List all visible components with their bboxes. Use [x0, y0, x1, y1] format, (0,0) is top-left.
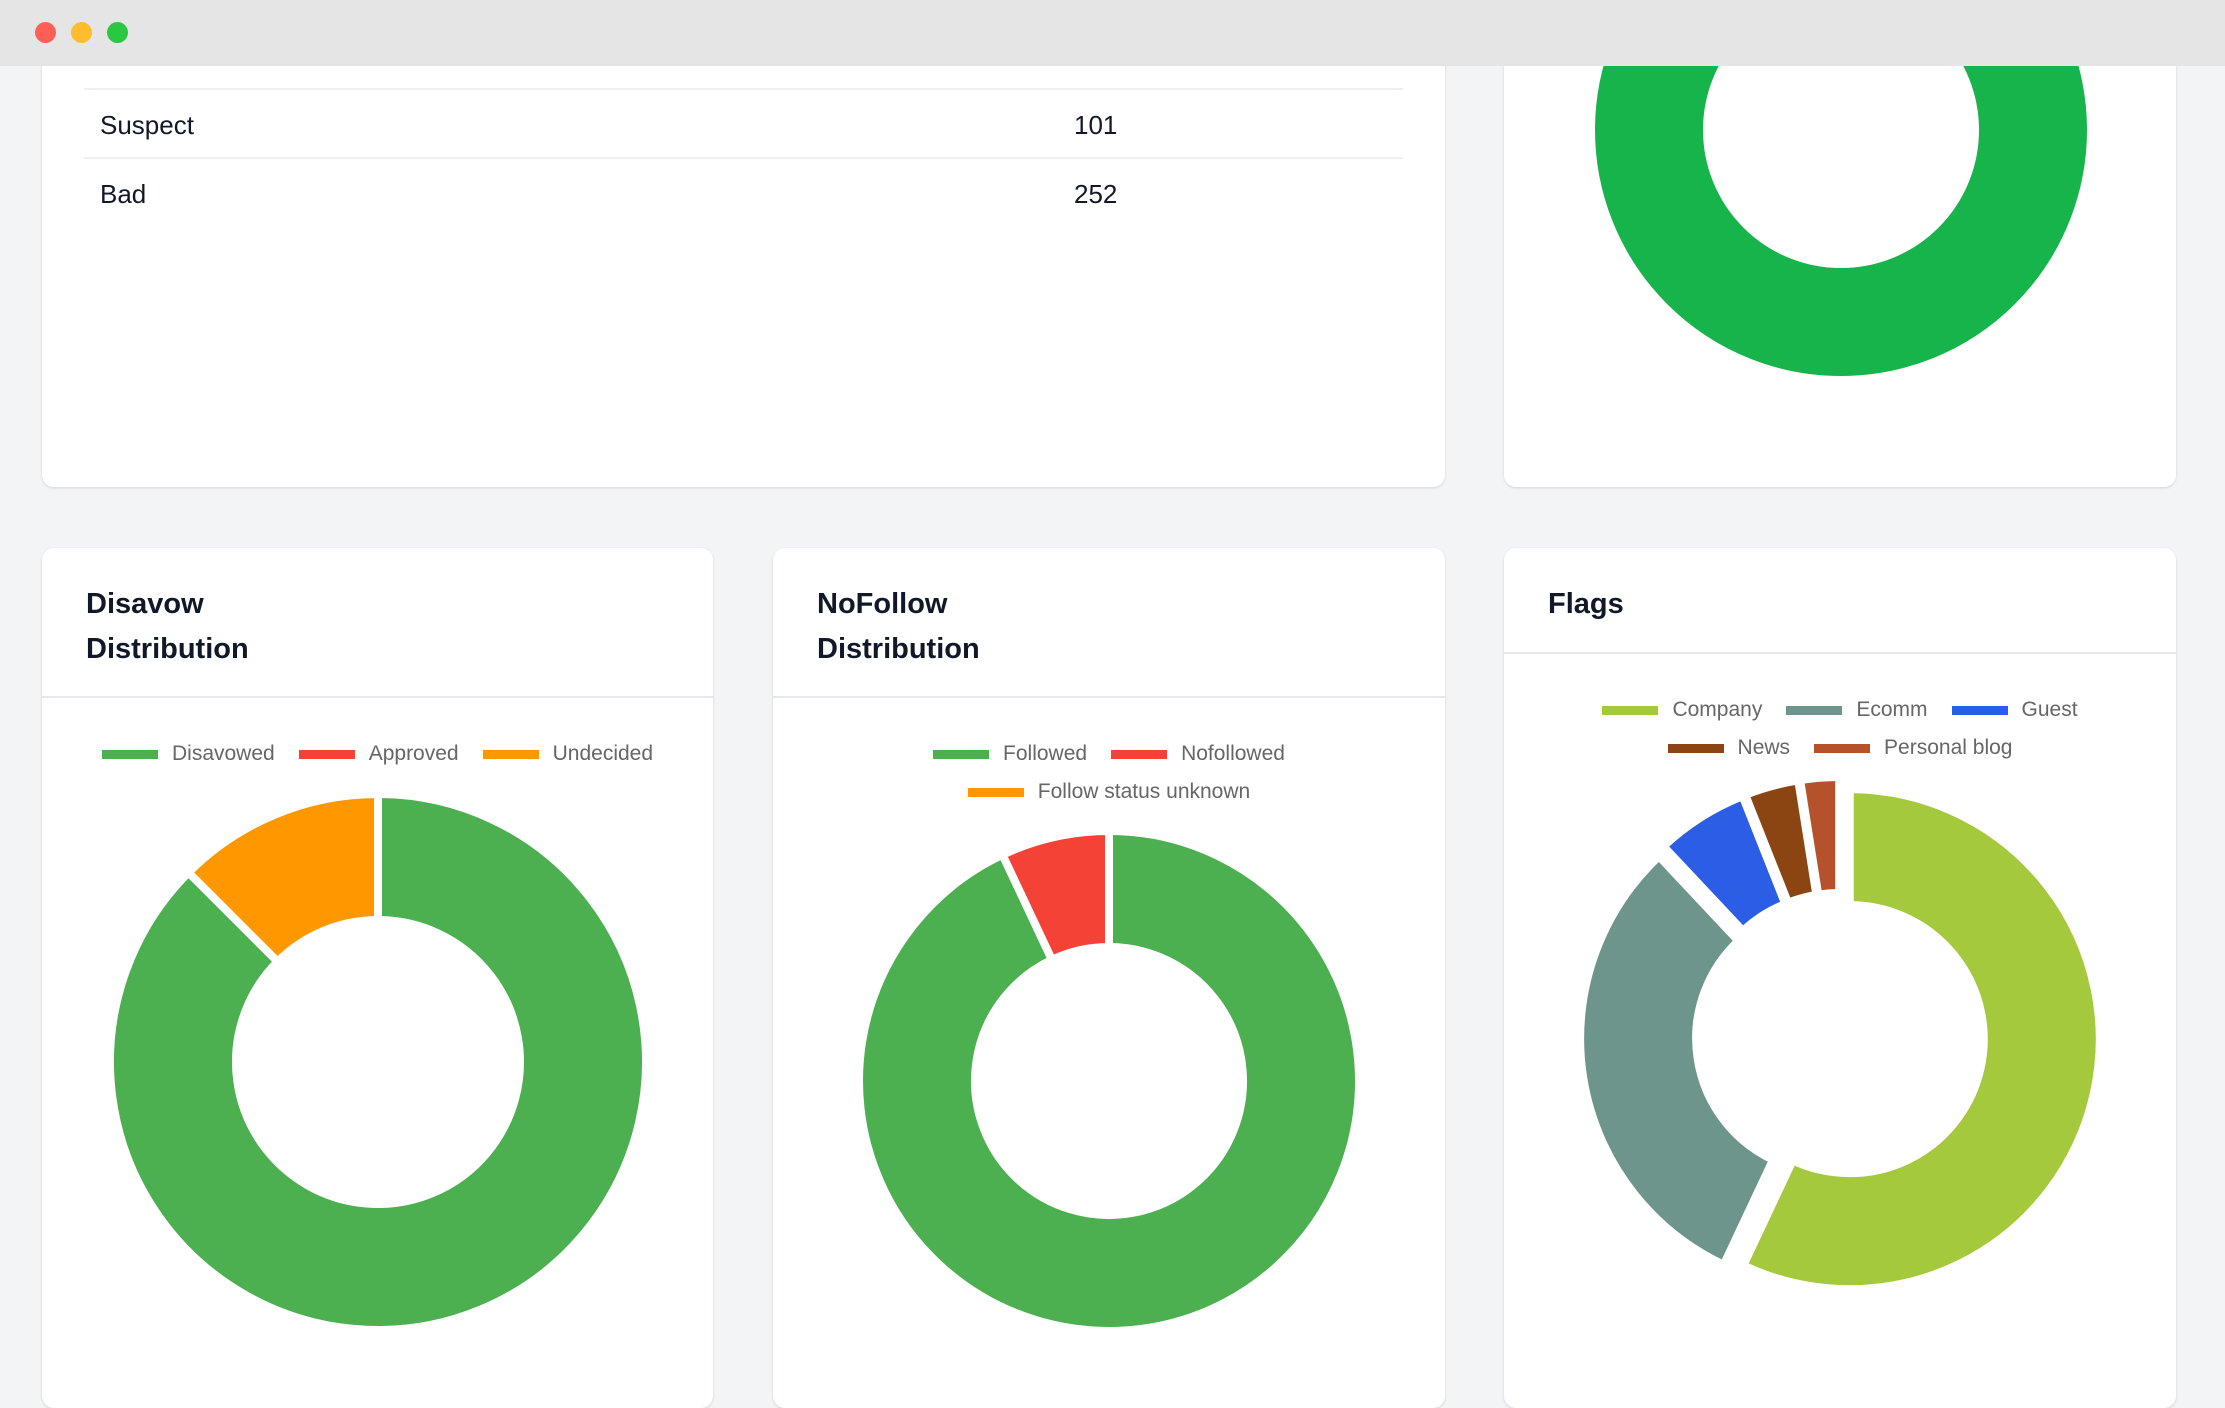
- flags-card: Flags Company Ecomm Guest News Personal blog: [1504, 548, 2176, 1408]
- legend-item-followed[interactable]: Followed: [933, 741, 1087, 767]
- table-cell-value: 101: [1074, 110, 1118, 140]
- legend-item-disavowed[interactable]: Disavowed: [101, 741, 275, 767]
- nofollow-donut-chart: [855, 827, 1363, 1335]
- legend-label: Undecided: [552, 742, 654, 765]
- legend-label: Guest: [2021, 698, 2078, 721]
- legend-item-undecided[interactable]: Undecided: [482, 741, 654, 767]
- legend-label: Follow status unknown: [1037, 780, 1251, 803]
- legend-label: Followed: [1003, 742, 1088, 765]
- legend-swatch: [1951, 705, 2008, 715]
- chart-legend: Disavowed Approved Undecided: [42, 741, 713, 767]
- legend-swatch: [967, 787, 1024, 797]
- legend-swatch: [482, 749, 539, 759]
- legend-item-personal-blog[interactable]: Personal blog: [1814, 735, 2012, 761]
- card-title-line2: Distribution: [86, 633, 249, 665]
- table-cell-label: Suspect: [100, 110, 194, 140]
- legend-item-nofollowed[interactable]: Nofollowed: [1111, 741, 1285, 767]
- card-title-line2: Distribution: [817, 633, 980, 665]
- legend-item-ecomm[interactable]: Ecomm: [1786, 697, 1928, 723]
- legend-item-guest[interactable]: Guest: [1951, 697, 2078, 723]
- legend-swatch: [1111, 749, 1168, 759]
- top-right-chart-card: [1504, 0, 2176, 487]
- legend-label: Ecomm: [1856, 698, 1928, 721]
- table-row: Bad 252: [84, 157, 1403, 228]
- close-window-button[interactable]: [35, 22, 56, 43]
- card-header: NoFollow Distribution: [773, 548, 1445, 698]
- donut-slice-nofollowed[interactable]: [998, 827, 1113, 964]
- card-title-line1: NoFollow: [817, 588, 948, 620]
- donut-slice-ecomm[interactable]: [1576, 852, 1778, 1269]
- donut-slice-disavowed[interactable]: [106, 790, 650, 1334]
- legend-swatch: [298, 749, 355, 759]
- legend-item-follow-status-unknown[interactable]: Follow status unknown: [967, 779, 1251, 805]
- legend-label: Approved: [368, 742, 459, 765]
- card-title-line1: Disavow: [86, 588, 204, 620]
- legend-swatch: [933, 749, 990, 759]
- legend-item-news[interactable]: News: [1667, 735, 1791, 761]
- legend-label: Company: [1672, 698, 1763, 721]
- legend-swatch: [1602, 705, 1659, 715]
- maximize-window-button[interactable]: [107, 22, 128, 43]
- table-cell-label: Bad: [100, 179, 147, 209]
- chart-legend: Company Ecomm Guest News Personal blog: [1584, 697, 2096, 761]
- legend-swatch: [101, 749, 158, 759]
- table-cell-value: 252: [1074, 179, 1118, 209]
- disavow-donut-chart: [106, 790, 650, 1334]
- card-header: Flags: [1504, 548, 2176, 654]
- legend-label: Personal blog: [1884, 736, 2013, 759]
- nofollow-distribution-card: NoFollow Distribution Followed Nofollowed…: [773, 548, 1445, 1408]
- quality-table-card: Suspect 101 Bad 252: [42, 0, 1445, 487]
- flags-donut-chart: [1576, 773, 2104, 1294]
- donut-slice-personal-blog[interactable]: [1796, 773, 1844, 899]
- window-titlebar: [0, 0, 2225, 66]
- legend-label: News: [1737, 736, 1791, 759]
- card-title: Disavow Distribution: [86, 582, 249, 672]
- donut-slice-company[interactable]: [1739, 785, 2104, 1294]
- card-title: NoFollow Distribution: [817, 582, 980, 672]
- card-title: Flags: [1548, 588, 1624, 620]
- card-header: Disavow Distribution: [42, 548, 713, 698]
- top-right-donut-chart: [1587, 0, 2095, 384]
- legend-label: Nofollowed: [1181, 742, 1285, 765]
- table-row: Suspect 101: [84, 88, 1403, 159]
- legend-swatch: [1667, 743, 1724, 753]
- donut-slice-followed[interactable]: [855, 827, 1363, 1335]
- minimize-window-button[interactable]: [71, 22, 92, 43]
- legend-label: Disavowed: [171, 742, 275, 765]
- disavow-distribution-card: Disavow Distribution Disavowed Approved Un…: [42, 548, 713, 1408]
- legend-item-company[interactable]: Company: [1602, 697, 1762, 723]
- legend-swatch: [1786, 705, 1843, 715]
- donut-slice-undecided[interactable]: [184, 790, 382, 966]
- legend-item-approved[interactable]: Approved: [298, 741, 459, 767]
- legend-swatch: [1814, 743, 1871, 753]
- chart-legend: Followed Nofollowed Follow status unknown: [913, 741, 1305, 805]
